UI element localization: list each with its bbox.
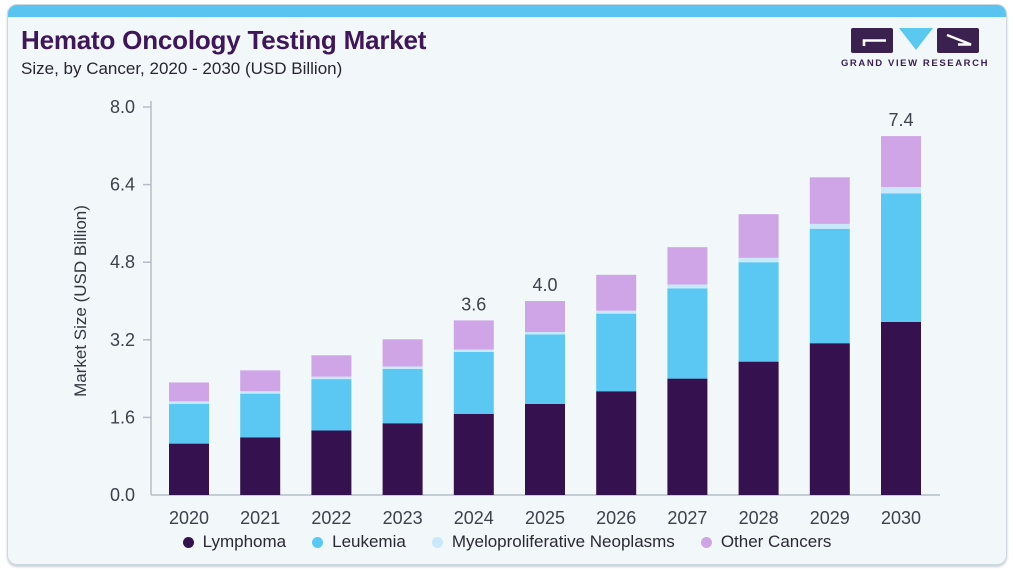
bar-total-label: 7.4 xyxy=(888,110,913,130)
bar-segment-2022 xyxy=(311,376,352,380)
bar-segment-2023 xyxy=(382,366,423,369)
bar-segment-2020 xyxy=(169,443,209,495)
legend-item-other-cancers: Other Cancers xyxy=(700,532,832,552)
bar-segment-2021 xyxy=(240,393,281,438)
y-tick-label: 3.2 xyxy=(110,330,135,350)
bar-segment-2030 xyxy=(881,321,921,495)
y-tick-label: 0.0 xyxy=(110,485,135,505)
logo-r-glyph xyxy=(946,33,972,46)
y-axis-title: Market Size (USD Billion) xyxy=(71,205,90,397)
bar-segment-2030 xyxy=(881,187,921,194)
bar-segment-2024 xyxy=(453,351,494,415)
bar-segment-2028 xyxy=(738,262,779,362)
bar-segment-2020 xyxy=(169,401,209,404)
page-title: Hemato Oncology Testing Market xyxy=(21,25,427,55)
x-tick-label: 2025 xyxy=(525,508,565,528)
x-tick-label: 2024 xyxy=(454,508,494,528)
bar-segment-2023 xyxy=(382,339,423,367)
y-tick-label: 4.8 xyxy=(110,252,135,272)
legend-label-leukemia: Leukemia xyxy=(332,532,406,551)
bar-segment-2029 xyxy=(809,343,850,495)
legend-dot-myeloproliferative-neoplasms xyxy=(431,536,443,548)
bar-segment-2029 xyxy=(809,228,850,344)
bar-segment-2022 xyxy=(311,379,352,431)
legend-item-lymphoma: Lymphoma xyxy=(182,532,287,552)
bar-segment-2027 xyxy=(667,378,708,495)
legend-label-myeloproliferative-neoplasms: Myeloproliferative Neoplasms xyxy=(451,532,675,551)
bar-segment-2021 xyxy=(240,370,281,392)
stacked-bar-chart: 0.0 1.6 3.2 4.8 6.4 8.0 Market Size (USD Billi… xyxy=(71,97,940,528)
bar-segment-2027 xyxy=(667,284,708,289)
x-tick-label: 2021 xyxy=(240,508,280,528)
bar-segment-2025 xyxy=(525,332,565,335)
x-tick-label: 2030 xyxy=(881,508,921,528)
legend-item-leukemia: Leukemia xyxy=(312,532,406,552)
bar-segment-2022 xyxy=(311,355,352,377)
grand-view-research-logo: GRAND VIEW RESEARCH xyxy=(841,28,988,69)
bar-segment-2029 xyxy=(809,223,850,229)
bar-segment-2020 xyxy=(169,403,209,444)
bar-segment-2030 xyxy=(881,136,921,188)
legend-dot-leukemia xyxy=(312,536,324,548)
bar-segment-2026 xyxy=(596,310,637,314)
y-tick-label: 1.6 xyxy=(110,407,135,427)
x-tick-label: 2022 xyxy=(311,508,351,528)
x-tick-label: 2020 xyxy=(169,508,209,528)
bar-segment-2023 xyxy=(382,423,423,495)
bar-total-label: 3.6 xyxy=(461,294,486,314)
legend-item-myeloproliferative-neoplasms: Myeloproliferative Neoplasms xyxy=(431,532,675,552)
bar-segment-2024 xyxy=(453,320,494,350)
y-tick-label: 6.4 xyxy=(110,175,135,195)
bar-segment-2021 xyxy=(240,391,281,394)
bar-total-label: 4.0 xyxy=(532,275,557,295)
bar-segment-2030 xyxy=(881,193,921,322)
bar-segment-2028 xyxy=(738,361,779,495)
legend-label-lymphoma: Lymphoma xyxy=(202,532,287,551)
bar-segment-2024 xyxy=(453,349,494,352)
x-tick-label: 2028 xyxy=(739,508,779,528)
chart-legend: Lymphoma Leukemia Myeloproliferative Neopl… xyxy=(8,532,1006,552)
bar-segment-2029 xyxy=(809,177,850,224)
bar-segment-2021 xyxy=(240,437,281,495)
bar-segment-2023 xyxy=(382,368,423,424)
bar-segment-2020 xyxy=(169,382,209,402)
logo-text: GRAND VIEW RESEARCH xyxy=(841,58,988,69)
bar-segment-2025 xyxy=(525,301,565,333)
x-tick-label: 2027 xyxy=(667,508,707,528)
bar-segment-2025 xyxy=(525,334,565,404)
bar-segment-2028 xyxy=(738,257,779,263)
top-accent-strip xyxy=(8,5,1006,17)
bar-segment-2022 xyxy=(311,430,352,495)
bar-segment-2028 xyxy=(738,214,779,258)
bar-segment-2027 xyxy=(667,247,708,285)
y-tick-label: 8.0 xyxy=(110,97,135,117)
x-tick-label: 2029 xyxy=(810,508,850,528)
legend-dot-other-cancers xyxy=(700,536,712,548)
legend-dot-lymphoma xyxy=(182,536,194,548)
bar-segment-2026 xyxy=(596,274,637,311)
bar-segment-2026 xyxy=(596,391,637,495)
bar-segment-2026 xyxy=(596,313,637,392)
x-tick-label: 2026 xyxy=(596,508,636,528)
bar-segment-2024 xyxy=(453,414,494,495)
legend-label-other-cancers: Other Cancers xyxy=(720,532,832,551)
page-subtitle: Size, by Cancer, 2020 - 2030 (USD Billio… xyxy=(21,59,343,78)
bar-segment-2025 xyxy=(525,403,565,495)
logo-g-glyph xyxy=(862,39,886,46)
x-tick-label: 2023 xyxy=(383,508,423,528)
bar-segment-2027 xyxy=(667,288,708,379)
report-card: Hemato Oncology Testing Market Size, by … xyxy=(7,4,1007,565)
logo-v-triangle xyxy=(899,28,933,50)
